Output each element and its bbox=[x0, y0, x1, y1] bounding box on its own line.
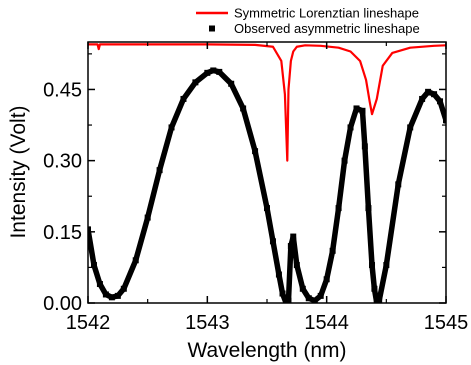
legend-label-lorentzian: Symmetric Lorenztian lineshape bbox=[234, 6, 419, 21]
data-point bbox=[180, 95, 187, 102]
data-point bbox=[90, 262, 97, 269]
data-point bbox=[437, 98, 444, 105]
series-1 bbox=[88, 67, 446, 303]
y-axis-title: Intensity (Volt) bbox=[7, 105, 30, 238]
x-tick-label: 1545 bbox=[424, 312, 469, 334]
axes: 1542 1543 1544 1545 0.00 0.15 0.30 0.45 bbox=[43, 41, 469, 334]
data-point bbox=[293, 262, 300, 269]
plot-frame bbox=[87, 41, 447, 304]
data-point bbox=[279, 290, 286, 297]
data-point bbox=[102, 291, 109, 298]
data-point bbox=[275, 271, 282, 278]
data-point bbox=[341, 157, 348, 164]
data-point bbox=[376, 297, 383, 303]
data-point bbox=[192, 79, 199, 86]
data-point bbox=[407, 124, 414, 131]
data-point bbox=[252, 148, 259, 155]
data-point bbox=[335, 205, 342, 212]
data-point bbox=[431, 91, 438, 98]
data-point bbox=[228, 80, 235, 87]
series-0 bbox=[88, 43, 446, 162]
data-point bbox=[216, 68, 223, 75]
data-point bbox=[305, 295, 312, 302]
data-point bbox=[329, 247, 336, 254]
legend-label-observed: Observed asymmetric lineshape bbox=[234, 21, 420, 36]
data-point bbox=[120, 285, 127, 292]
x-tick-label: 1543 bbox=[185, 312, 230, 334]
x-tick-label: 1544 bbox=[304, 312, 349, 334]
data-point bbox=[88, 226, 91, 233]
data-point bbox=[365, 205, 372, 212]
data-point bbox=[359, 107, 366, 114]
data-point bbox=[361, 143, 368, 150]
legend: Symmetric Lorenztian lineshape Observed … bbox=[196, 6, 420, 36]
data-point bbox=[371, 285, 378, 292]
y-tick-label: 0.00 bbox=[43, 293, 82, 315]
data-point bbox=[96, 281, 103, 288]
series-layer bbox=[88, 43, 446, 303]
data-point bbox=[353, 105, 360, 112]
data-point bbox=[144, 214, 151, 221]
data-point bbox=[156, 167, 163, 174]
data-point bbox=[419, 95, 426, 102]
y-tick-label: 0.15 bbox=[43, 222, 82, 244]
data-point bbox=[383, 262, 390, 269]
legend-swatch-observed bbox=[209, 25, 215, 32]
data-point bbox=[287, 243, 294, 250]
data-point bbox=[132, 257, 139, 264]
data-point bbox=[264, 205, 270, 212]
data-point bbox=[443, 117, 446, 124]
data-point bbox=[317, 292, 324, 299]
series-trace-observed bbox=[88, 67, 446, 303]
data-point bbox=[290, 233, 297, 240]
data-point bbox=[395, 181, 402, 188]
data-point bbox=[311, 297, 318, 303]
series-line-lorentzian bbox=[88, 43, 446, 162]
data-point bbox=[114, 292, 121, 299]
y-tick-label: 0.45 bbox=[43, 79, 82, 101]
data-point bbox=[347, 124, 354, 131]
data-point bbox=[269, 238, 276, 245]
y-tick-label: 0.30 bbox=[43, 151, 82, 173]
data-point bbox=[168, 124, 175, 131]
data-point bbox=[210, 67, 217, 74]
data-point bbox=[108, 294, 115, 301]
data-point bbox=[299, 285, 306, 292]
data-point bbox=[204, 69, 211, 76]
x-tick-label: 1542 bbox=[66, 312, 111, 334]
data-point bbox=[425, 88, 432, 95]
data-point bbox=[285, 297, 292, 303]
data-point bbox=[323, 276, 330, 283]
x-axis-title: Wavelength (nm) bbox=[187, 339, 346, 362]
data-point bbox=[369, 262, 376, 269]
data-point bbox=[240, 105, 247, 112]
